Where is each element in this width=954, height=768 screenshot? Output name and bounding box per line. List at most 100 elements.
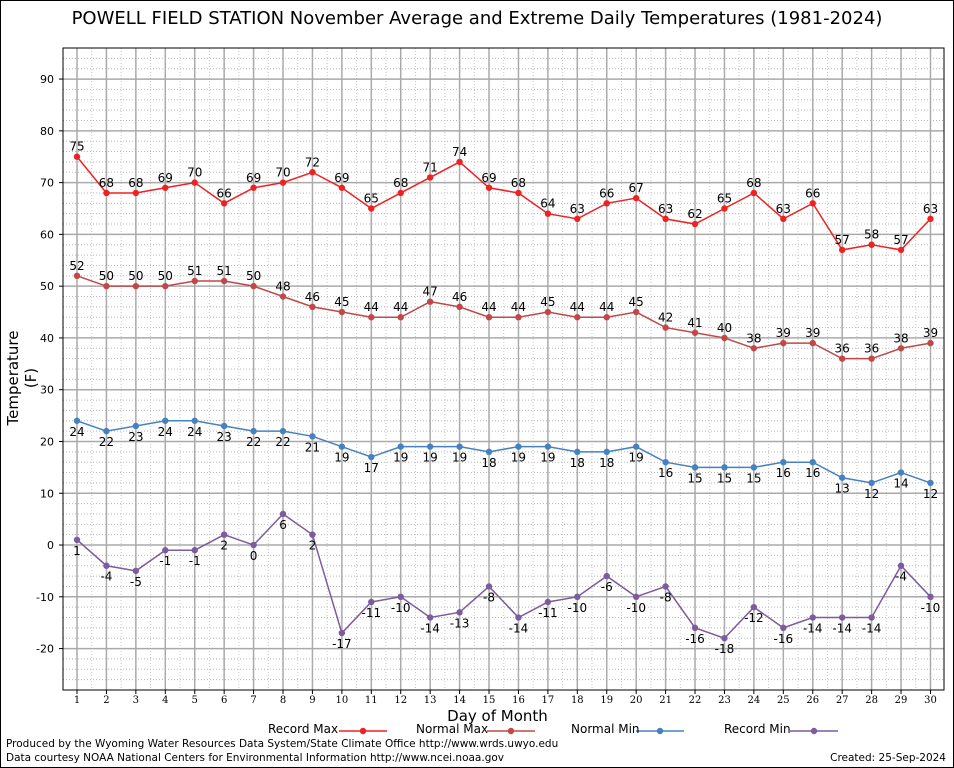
data-label: 47 xyxy=(423,285,438,299)
data-label: 42 xyxy=(658,311,673,325)
data-label: 19 xyxy=(511,451,526,465)
data-point xyxy=(368,453,375,461)
data-point xyxy=(691,624,699,632)
x-tick-label: 30 xyxy=(924,695,937,706)
data-point xyxy=(544,598,552,606)
data-label: -1 xyxy=(159,554,171,568)
x-tick-label: 5 xyxy=(192,695,198,706)
x-tick-label: 18 xyxy=(571,695,584,706)
data-label: 45 xyxy=(629,295,644,309)
series-line-record-min xyxy=(76,512,932,640)
data-label: 69 xyxy=(334,171,349,185)
data-point xyxy=(838,355,846,362)
x-tick-label: 11 xyxy=(365,695,378,706)
data-point xyxy=(456,303,463,311)
data-label: 13 xyxy=(835,482,850,496)
data-label: -11 xyxy=(538,606,558,620)
data-point xyxy=(103,282,110,290)
data-label: 45 xyxy=(540,295,555,309)
data-point xyxy=(750,464,758,471)
data-label: 68 xyxy=(393,176,408,190)
data-point xyxy=(309,169,316,176)
y-tick-label: 90 xyxy=(40,73,54,86)
series-line-record-max xyxy=(76,156,932,251)
data-point xyxy=(603,448,610,456)
data-point xyxy=(780,339,787,347)
data-point xyxy=(603,572,610,580)
data-point xyxy=(603,314,610,321)
data-point xyxy=(426,174,434,181)
data-label: 22 xyxy=(99,435,114,449)
data-label: -8 xyxy=(483,590,495,604)
data-point xyxy=(809,614,816,621)
data-point xyxy=(220,422,228,430)
data-label: 63 xyxy=(923,202,938,216)
data-label: 63 xyxy=(776,202,791,216)
data-label: 19 xyxy=(423,451,438,465)
x-tick-label: 3 xyxy=(133,695,139,706)
data-label: 2 xyxy=(220,539,228,553)
x-tick-label: 25 xyxy=(777,695,790,706)
x-tick-label: 22 xyxy=(689,695,702,706)
data-point xyxy=(515,614,522,621)
data-label: 52 xyxy=(69,259,84,273)
data-point xyxy=(309,433,316,440)
data-label: 18 xyxy=(570,456,585,470)
data-point xyxy=(338,184,346,191)
data-label: 65 xyxy=(717,192,732,206)
data-label: 16 xyxy=(658,466,673,480)
x-tick-label: 17 xyxy=(542,695,555,706)
data-label: 16 xyxy=(805,466,820,480)
data-point xyxy=(544,308,552,316)
y-tick-label: 20 xyxy=(40,435,54,448)
data-label: 68 xyxy=(746,176,761,190)
data-label: 39 xyxy=(805,326,820,340)
x-tick-label: 15 xyxy=(483,695,496,706)
data-label: 22 xyxy=(246,435,261,449)
data-point xyxy=(485,314,493,321)
data-point xyxy=(191,547,198,554)
x-tick-label: 19 xyxy=(600,695,613,706)
data-point xyxy=(103,427,110,435)
data-point xyxy=(162,417,169,424)
x-tick-label: 1 xyxy=(74,695,80,706)
data-point xyxy=(838,246,846,254)
y-tick-label: 0 xyxy=(47,539,54,552)
created-date: Created: 25-Sep-2024 xyxy=(830,752,946,764)
data-label: -4 xyxy=(895,570,907,584)
data-point xyxy=(574,215,581,223)
legend-marker xyxy=(507,727,515,735)
plot-border xyxy=(62,47,945,691)
data-label: 44 xyxy=(599,300,614,314)
series-line-normal-max xyxy=(76,275,931,360)
data-point xyxy=(544,443,552,450)
data-label: 12 xyxy=(864,487,879,501)
data-point xyxy=(662,458,669,466)
data-point xyxy=(397,314,404,321)
data-label: -10 xyxy=(391,601,411,615)
data-point xyxy=(397,189,404,197)
data-point xyxy=(279,427,287,435)
data-point xyxy=(574,593,581,601)
data-label: -1 xyxy=(189,554,201,568)
data-point xyxy=(515,443,522,450)
data-label: 45 xyxy=(334,295,349,309)
data-label: 75 xyxy=(69,140,84,154)
data-point xyxy=(191,179,198,186)
data-point xyxy=(338,629,346,637)
data-label: 66 xyxy=(599,186,614,200)
data-point xyxy=(574,448,581,456)
data-point xyxy=(103,189,110,197)
data-label: 44 xyxy=(393,300,408,314)
data-point xyxy=(632,194,640,202)
legend-label: Normal Min xyxy=(571,722,640,736)
data-label: 50 xyxy=(99,269,114,283)
data-label: 24 xyxy=(187,425,202,439)
data-point xyxy=(662,215,669,223)
x-tick-label: 16 xyxy=(512,695,525,706)
data-label: 66 xyxy=(805,186,820,200)
x-tick-label: 28 xyxy=(865,695,878,706)
data-label: 12 xyxy=(923,487,938,501)
legend-marker xyxy=(810,727,818,735)
